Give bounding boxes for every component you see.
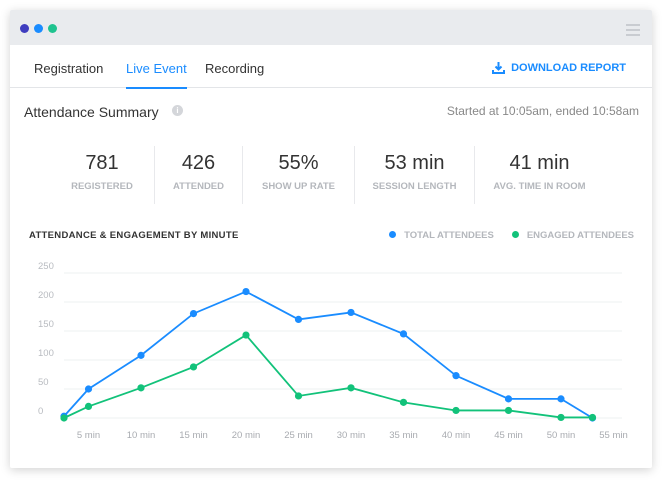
data-point — [189, 310, 198, 318]
x-tick-label: 50 min — [547, 430, 576, 441]
download-report-button[interactable]: DOWNLOAD REPORT — [492, 62, 626, 74]
stat-label: ATTENDED — [172, 181, 225, 192]
stat-session-length: 53 min SESSION LENGTH — [354, 146, 474, 204]
legend-dot-icon — [389, 231, 397, 238]
data-point — [189, 363, 198, 371]
legend-total[interactable]: TOTAL ATTENDEES — [389, 230, 494, 241]
data-point — [347, 384, 355, 392]
x-tick-label: 55 min — [599, 430, 628, 441]
data-point — [557, 413, 565, 422]
x-tick-label: 45 min — [494, 430, 523, 441]
data-point — [242, 331, 250, 339]
stat-value: 53 min — [384, 152, 445, 174]
chart-legend: TOTAL ATTENDEES ENGAGED ATTENDEES — [389, 230, 634, 241]
y-tick-label: 150 — [38, 319, 54, 330]
y-tick-label: 200 — [38, 290, 54, 301]
y-tick-label: 250 — [38, 261, 54, 272]
download-report-label: DOWNLOAD REPORT — [511, 62, 626, 74]
data-point — [294, 392, 303, 400]
stat-value: 781 — [85, 152, 119, 174]
event-time-range: Started at 10:05am, ended 10:58am — [446, 104, 639, 118]
stat-label: AVG. TIME IN ROOM — [493, 181, 586, 192]
y-tick-label: 100 — [38, 348, 54, 359]
tab-registration[interactable]: Registration — [34, 61, 104, 76]
stat-registered: 781 REGISTERED — [50, 146, 154, 204]
data-point — [60, 414, 68, 422]
stat-attended: 426 ATTENDED — [154, 146, 242, 204]
legend-dot-icon — [511, 231, 519, 238]
section-title: Attendance Summary — [24, 104, 159, 120]
data-point — [84, 402, 93, 410]
data-point — [137, 384, 145, 392]
window-dot-2[interactable] — [34, 24, 43, 33]
tab-live-event[interactable]: Live Event — [126, 61, 187, 89]
info-icon[interactable]: i — [172, 105, 183, 116]
stats-row: 781 REGISTERED 426 ATTENDED 55% SHOW UP RAT… — [50, 146, 604, 204]
data-point — [294, 315, 303, 323]
data-point — [504, 395, 513, 403]
data-point — [504, 406, 513, 415]
x-tick-label: 15 min — [179, 430, 208, 441]
data-point — [588, 413, 597, 422]
x-tick-label: 20 min — [232, 430, 261, 441]
hamburger-menu-icon[interactable] — [626, 24, 640, 39]
window-dot-1[interactable] — [20, 24, 29, 33]
data-point — [242, 287, 250, 296]
data-point — [399, 330, 408, 338]
series-line-0 — [63, 290, 593, 419]
series-line-1 — [63, 333, 593, 419]
y-tick-label: 0 — [38, 406, 43, 417]
stat-label: REGISTERED — [71, 181, 133, 192]
stat-value: 41 min — [509, 152, 570, 174]
x-tick-label: 10 min — [127, 430, 156, 441]
data-point — [557, 395, 565, 403]
legend-label: TOTAL ATTENDEES — [404, 230, 494, 241]
legend-label: ENGAGED ATTENDEES — [526, 230, 634, 241]
x-tick-label: 30 min — [337, 430, 366, 441]
stat-label: SESSION LENGTH — [372, 181, 457, 192]
data-point — [137, 351, 145, 359]
x-tick-label: 5 min — [77, 430, 100, 441]
x-tick-label: 35 min — [389, 430, 418, 441]
tab-recording[interactable]: Recording — [205, 61, 265, 76]
data-point — [452, 406, 460, 415]
title-bar — [10, 10, 652, 45]
stat-value: 426 — [181, 152, 216, 174]
stat-value: 55% — [278, 152, 319, 174]
data-point — [452, 372, 460, 380]
download-icon — [492, 62, 506, 74]
data-point — [84, 385, 93, 393]
window-dot-3[interactable] — [48, 24, 57, 33]
legend-engaged[interactable]: ENGAGED ATTENDEES — [511, 230, 634, 241]
chart-title: ATTENDANCE & ENGAGEMENT BY MINUTE — [29, 230, 239, 241]
x-tick-label: 40 min — [442, 430, 471, 441]
tab-bar: Registration Live Event Recording DOWNLO… — [10, 45, 652, 89]
stat-label: SHOW UP RATE — [261, 181, 335, 192]
data-point — [347, 308, 355, 317]
stat-show-up-rate: 55% SHOW UP RATE — [242, 146, 354, 204]
y-tick-label: 50 — [38, 377, 49, 388]
stat-avg-time: 41 min AVG. TIME IN ROOM — [474, 146, 604, 204]
x-tick-label: 25 min — [284, 430, 313, 441]
data-point — [399, 398, 408, 406]
